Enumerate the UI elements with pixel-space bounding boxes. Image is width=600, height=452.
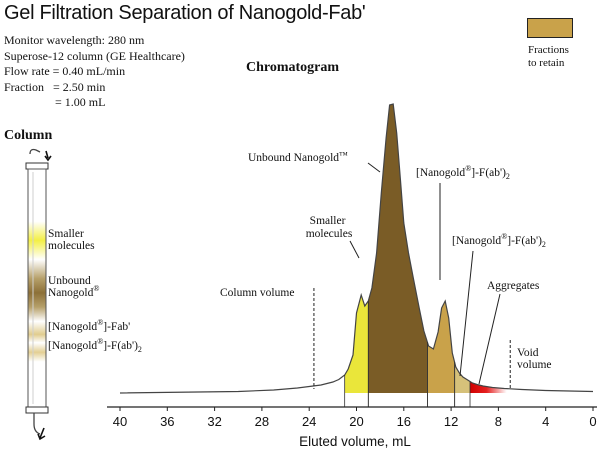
- column-inlet-tube: [29, 148, 41, 155]
- column-graphic: [25, 148, 52, 441]
- peak-label-smaller-molecules: Smaller molecules: [306, 215, 353, 240]
- peak-label-fab2: [Nanogold®]-F(ab')2: [452, 232, 546, 249]
- param-wavelength: Monitor wavelength: 280 nm: [4, 33, 145, 47]
- fraction-area-2: [427, 301, 455, 393]
- fraction-separators: [344, 301, 471, 407]
- peak-label-aggregates: Aggregates: [487, 280, 540, 292]
- x-tick-label-28: 28: [255, 414, 269, 429]
- x-tick-label-16: 16: [397, 414, 411, 429]
- x-tick-label-32: 32: [207, 414, 221, 429]
- marker-label-column-volume: Column volume: [220, 287, 294, 299]
- pointer-fab2: [459, 250, 474, 377]
- column-label-fab: [Nanogold®]-Fab': [48, 318, 130, 333]
- volume-markers: [313, 288, 511, 389]
- x-tick-label-24: 24: [302, 414, 316, 429]
- peak-label-unbound: Unbound Nanogold™: [248, 150, 348, 164]
- marker-label-void-volume: Void volume: [517, 347, 552, 371]
- param-flow-rate: Flow rate = 0.40 mL/min: [4, 64, 126, 78]
- param-fraction-time: Fraction = 2.50 min: [4, 79, 106, 94]
- pointer-aggregates: [478, 293, 501, 385]
- x-tick-label-20: 20: [349, 414, 363, 429]
- x-axis-title: Eluted volume, mL: [299, 434, 411, 449]
- legend-label: Fractions to retain: [528, 44, 569, 70]
- legend-swatch: [527, 18, 573, 38]
- column-body: [27, 168, 47, 408]
- legend-label-line2: to retain: [528, 57, 565, 69]
- param-fraction-volume: = 1.00 mL: [4, 95, 106, 109]
- x-tick-label-12: 12: [444, 414, 458, 429]
- chromatogram-trace: [119, 103, 594, 394]
- x-tick-label-40: 40: [113, 414, 127, 429]
- fraction-area-3: [454, 362, 470, 393]
- legend-label-line1: Fractions: [528, 44, 569, 56]
- column-label-smaller: Smaller molecules: [48, 228, 95, 252]
- column-inlet-arrow-icon: [44, 150, 52, 162]
- chromatogram-title: Chromatogram: [246, 60, 340, 75]
- x-tick-label-36: 36: [160, 414, 174, 429]
- column-bottom-cap: [25, 406, 49, 414]
- column-title: Column: [4, 128, 53, 143]
- column-top-cap: [25, 162, 49, 170]
- x-axis-ticks: 40 36 32 28 24 20 16 12 8 4 0: [113, 407, 597, 429]
- run-parameters: Monitor wavelength: 280 nm Superose-12 c…: [4, 33, 185, 111]
- param-column: Superose-12 column (GE Healthcare): [4, 48, 185, 63]
- page-title: Gel Filtration Separation of Nanogold-Fa…: [4, 2, 366, 24]
- x-tick-label-8: 8: [495, 414, 502, 429]
- column-label-unbound: Unbound Nanogold®: [48, 275, 99, 299]
- pointer-smaller-molecules: [349, 240, 360, 259]
- x-tick-label-0: 0: [589, 414, 596, 429]
- x-tick-label-4: 4: [542, 414, 549, 429]
- fraction-area-0: [344, 295, 369, 393]
- pointer-unbound: [367, 162, 381, 173]
- fraction-areas: [344, 104, 507, 393]
- column-outlet-arrow-icon: [37, 427, 46, 441]
- peak-label-fab: [Nanogold®]-F(ab')2: [416, 164, 510, 181]
- column-outlet-tube: [33, 413, 41, 435]
- column-label-fab2: [Nanogold®]-F(ab')2: [48, 337, 142, 354]
